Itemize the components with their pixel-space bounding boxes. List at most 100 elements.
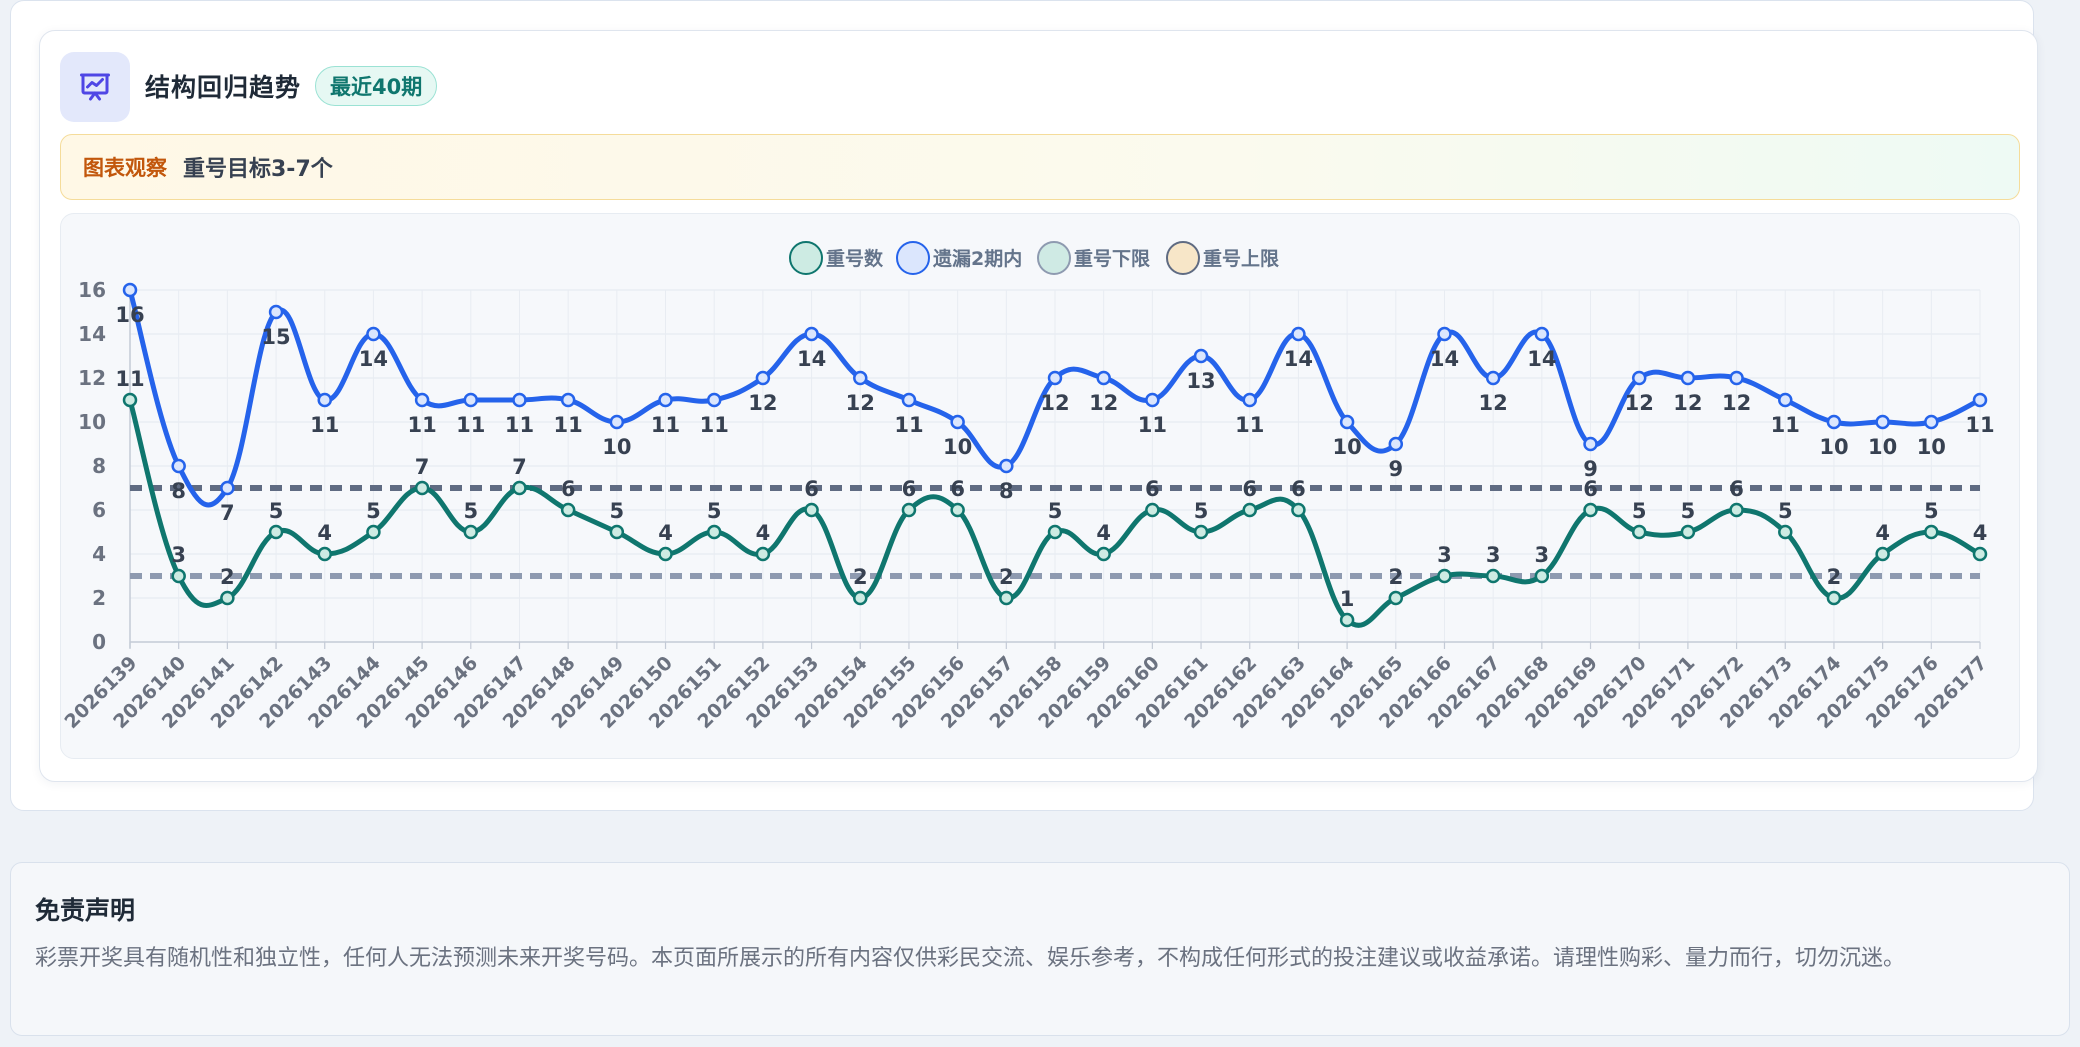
data-point	[1631, 524, 1647, 540]
data-point	[853, 370, 868, 386]
data-point	[1437, 568, 1452, 584]
data-label: 11	[310, 413, 339, 437]
data-label: 5	[463, 499, 478, 523]
y-tick-label: 14	[78, 322, 106, 346]
data-point	[755, 370, 771, 386]
observation-bar: 图表观察 重号目标3-7个	[60, 134, 2020, 200]
data-point	[1778, 524, 1793, 540]
data-point	[1242, 392, 1257, 408]
data-point	[171, 458, 186, 474]
data-label: 4	[1096, 521, 1111, 545]
data-point	[1291, 502, 1306, 518]
y-tick-label: 8	[92, 454, 106, 478]
data-label: 1	[1340, 587, 1355, 611]
data-point	[1096, 546, 1111, 562]
data-label: 10	[1917, 435, 1946, 459]
data-label: 5	[366, 499, 381, 523]
data-point	[804, 326, 819, 342]
data-label: 2	[1827, 565, 1842, 589]
data-label: 6	[1291, 477, 1306, 501]
data-point	[1534, 568, 1550, 584]
observation-text: 重号目标3-7个	[183, 157, 333, 182]
data-label: 4	[1973, 521, 1988, 545]
data-label: 11	[456, 413, 485, 437]
data-label: 10	[943, 435, 972, 459]
data-point	[706, 524, 722, 540]
legend-label: 重号上限	[1203, 248, 1279, 270]
data-label: 11	[1235, 413, 1264, 437]
data-label: 10	[602, 435, 631, 459]
data-label: 7	[220, 501, 235, 525]
data-label: 6	[1145, 477, 1160, 501]
y-tick-label: 16	[78, 278, 106, 302]
data-point	[950, 502, 965, 518]
data-point	[999, 458, 1014, 474]
data-label: 10	[1819, 435, 1848, 459]
data-label: 11	[651, 413, 680, 437]
data-label: 14	[1527, 347, 1556, 371]
legend-swatch	[896, 241, 930, 275]
data-label: 11	[700, 413, 729, 437]
data-point	[560, 392, 576, 408]
data-point	[512, 480, 527, 496]
y-tick-label: 6	[92, 498, 106, 522]
data-label: 3	[1535, 543, 1550, 567]
data-label: 12	[1089, 391, 1118, 415]
data-label: 6	[950, 477, 965, 501]
data-point	[317, 546, 332, 562]
data-label: 5	[707, 499, 722, 523]
data-label: 12	[1040, 391, 1069, 415]
presentation-chart-icon	[60, 52, 130, 122]
data-point	[609, 414, 625, 430]
data-point	[901, 392, 917, 408]
legend-label: 重号数	[826, 247, 884, 270]
data-point	[463, 392, 479, 408]
data-point	[268, 304, 284, 320]
data-label: 14	[1284, 347, 1313, 371]
data-point	[1583, 502, 1598, 518]
data-label: 5	[610, 499, 625, 523]
y-tick-label: 4	[92, 542, 106, 566]
data-point	[1729, 502, 1744, 518]
data-point	[268, 524, 284, 540]
legend-label: 遗漏2期内	[932, 247, 1022, 270]
data-label: 12	[748, 391, 777, 415]
data-point	[706, 392, 722, 408]
data-label: 4	[756, 521, 771, 545]
data-point	[1972, 392, 1988, 408]
data-label: 4	[658, 521, 673, 545]
legend-swatch	[1037, 241, 1071, 275]
data-label: 7	[512, 455, 527, 479]
data-label: 6	[561, 477, 576, 501]
data-point	[950, 414, 965, 430]
data-label: 9	[1583, 457, 1598, 481]
data-point	[609, 524, 625, 540]
y-tick-label: 12	[78, 366, 106, 390]
data-label: 11	[505, 413, 534, 437]
data-point	[122, 392, 138, 408]
disclaimer-panel: 免责声明 彩票开奖具有随机性和独立性，任何人无法预测未来开奖号码。本页面所展示的…	[10, 862, 2070, 1036]
data-point	[220, 590, 235, 606]
data-point	[366, 524, 381, 540]
data-label: 6	[1242, 477, 1257, 501]
data-point	[220, 480, 235, 496]
data-label: 3	[1437, 543, 1452, 567]
data-point	[1924, 524, 1939, 540]
data-point	[317, 392, 332, 408]
data-point	[171, 568, 186, 584]
data-point	[999, 590, 1014, 606]
data-point	[1485, 568, 1501, 584]
data-point	[1145, 502, 1160, 518]
data-label: 12	[1479, 391, 1508, 415]
data-label: 16	[115, 303, 144, 327]
data-point	[1437, 326, 1452, 342]
observation-label: 图表观察	[83, 156, 167, 180]
data-point	[1826, 590, 1842, 606]
data-label: 13	[1186, 369, 1215, 393]
data-label: 11	[1138, 413, 1167, 437]
data-label: 12	[1722, 391, 1751, 415]
data-point	[901, 502, 917, 518]
data-point	[853, 590, 868, 606]
data-label: 9	[1388, 457, 1403, 481]
card-title: 结构回归趋势	[145, 73, 302, 102]
